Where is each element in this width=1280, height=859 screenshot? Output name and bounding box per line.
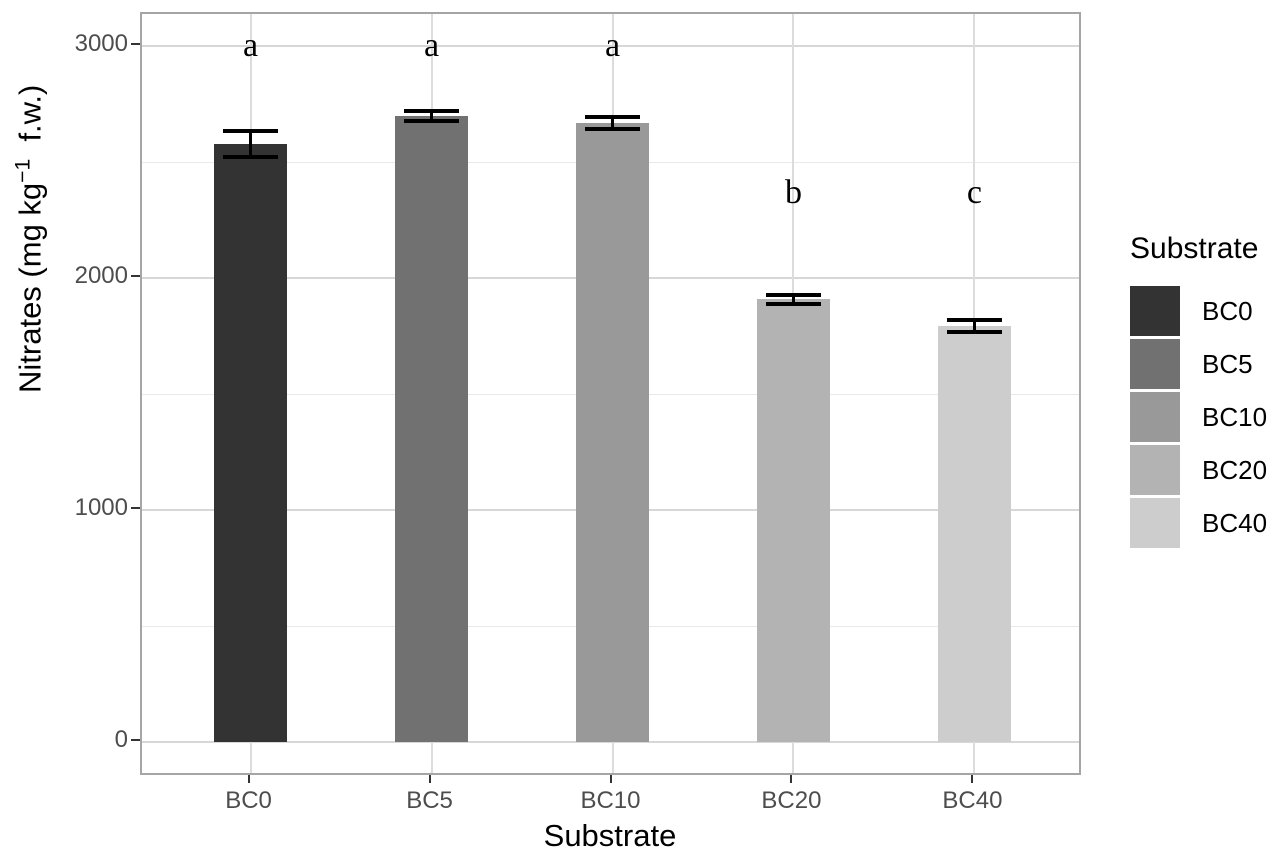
y-tick-mark-1000 bbox=[131, 507, 140, 510]
error-bar-cap-bottom-BC10 bbox=[585, 126, 640, 131]
legend-item-BC5: BC5 bbox=[1130, 339, 1267, 389]
sig-letter-BC40: c bbox=[966, 173, 982, 211]
error-bar-line-BC0 bbox=[248, 131, 253, 157]
error-bar-cap-bottom-BC0 bbox=[223, 154, 278, 159]
y-tick-label-2000: 2000 bbox=[74, 262, 128, 290]
legend-item-BC0: BC0 bbox=[1130, 286, 1267, 336]
x-tick-mark-BC10 bbox=[609, 775, 612, 783]
legend-item-BC20: BC20 bbox=[1130, 445, 1267, 495]
y-title-superscript: −1 bbox=[11, 158, 35, 183]
x-tick-mark-BC20 bbox=[790, 775, 793, 783]
error-bar-cap-top-BC10 bbox=[585, 115, 640, 120]
bar-BC10 bbox=[576, 123, 649, 743]
error-bar-cap-top-BC5 bbox=[404, 109, 459, 114]
error-bar-line-BC20 bbox=[791, 294, 796, 304]
x-tick-label-BC10: BC10 bbox=[580, 787, 641, 814]
error-bar-cap-bottom-BC5 bbox=[404, 118, 459, 123]
error-bar-cap-top-BC20 bbox=[766, 292, 821, 297]
x-tick-label-BC0: BC0 bbox=[225, 787, 272, 814]
y-tick-label-0: 0 bbox=[114, 726, 128, 754]
legend-label-BC0: BC0 bbox=[1202, 295, 1253, 326]
legend-title: Substrate bbox=[1130, 232, 1259, 265]
legend-item-BC40: BC40 bbox=[1130, 498, 1267, 548]
legend-label-BC10: BC10 bbox=[1202, 401, 1268, 432]
legend-label-BC5: BC5 bbox=[1202, 348, 1253, 379]
legend-key-BC10 bbox=[1130, 392, 1180, 442]
bar-BC5 bbox=[395, 116, 468, 743]
y-title-suffix: f.w.) bbox=[12, 84, 48, 159]
x-tick-mark-BC5 bbox=[428, 775, 431, 783]
error-bar-cap-bottom-BC20 bbox=[766, 301, 821, 306]
bar-BC20 bbox=[757, 299, 830, 743]
x-axis-title: Substrate bbox=[543, 818, 677, 853]
error-bar-cap-top-BC0 bbox=[223, 129, 278, 134]
y-tick-label-3000: 3000 bbox=[74, 30, 128, 58]
x-tick-label-BC40: BC40 bbox=[942, 787, 1003, 814]
legend: Substrate BC0 BC5 BC10 BC20 BC40 bbox=[1130, 232, 1267, 551]
gridline-major-0 bbox=[142, 741, 1079, 744]
plot-panel: a a a b c bbox=[140, 12, 1081, 775]
error-bar-cap-bottom-BC40 bbox=[947, 329, 1002, 334]
legend-items: BC0 BC5 BC10 BC20 BC40 bbox=[1130, 286, 1267, 548]
legend-key-BC5 bbox=[1130, 339, 1180, 389]
x-tick-label-BC5: BC5 bbox=[406, 787, 453, 814]
error-bar-line-BC40 bbox=[972, 320, 977, 332]
x-tick-mark-BC40 bbox=[971, 775, 974, 783]
bar-BC0 bbox=[214, 143, 287, 743]
sig-letter-BC0: a bbox=[243, 27, 259, 65]
legend-label-BC20: BC20 bbox=[1202, 454, 1268, 485]
sig-letter-BC20: b bbox=[784, 173, 802, 211]
x-tick-label-BC20: BC20 bbox=[761, 787, 822, 814]
y-tick-label-1000: 1000 bbox=[74, 494, 128, 522]
legend-key-BC40 bbox=[1130, 498, 1180, 548]
error-bar-line-BC5 bbox=[429, 111, 434, 121]
sig-letter-BC5: a bbox=[423, 27, 440, 65]
gridline-major-3000 bbox=[142, 45, 1079, 48]
y-tick-mark-3000 bbox=[131, 43, 140, 46]
error-bar-cap-top-BC40 bbox=[947, 318, 1002, 323]
error-bar-line-BC10 bbox=[610, 117, 615, 129]
legend-label-BC40: BC40 bbox=[1202, 507, 1268, 538]
y-tick-mark-2000 bbox=[131, 275, 140, 278]
legend-item-BC10: BC10 bbox=[1130, 392, 1267, 442]
sig-letter-BC10: a bbox=[604, 27, 621, 65]
legend-key-BC20 bbox=[1130, 445, 1180, 495]
legend-key-BC0 bbox=[1130, 286, 1180, 336]
bar-BC40 bbox=[938, 325, 1011, 743]
y-tick-mark-0 bbox=[131, 739, 140, 742]
x-tick-mark-BC0 bbox=[247, 775, 250, 783]
